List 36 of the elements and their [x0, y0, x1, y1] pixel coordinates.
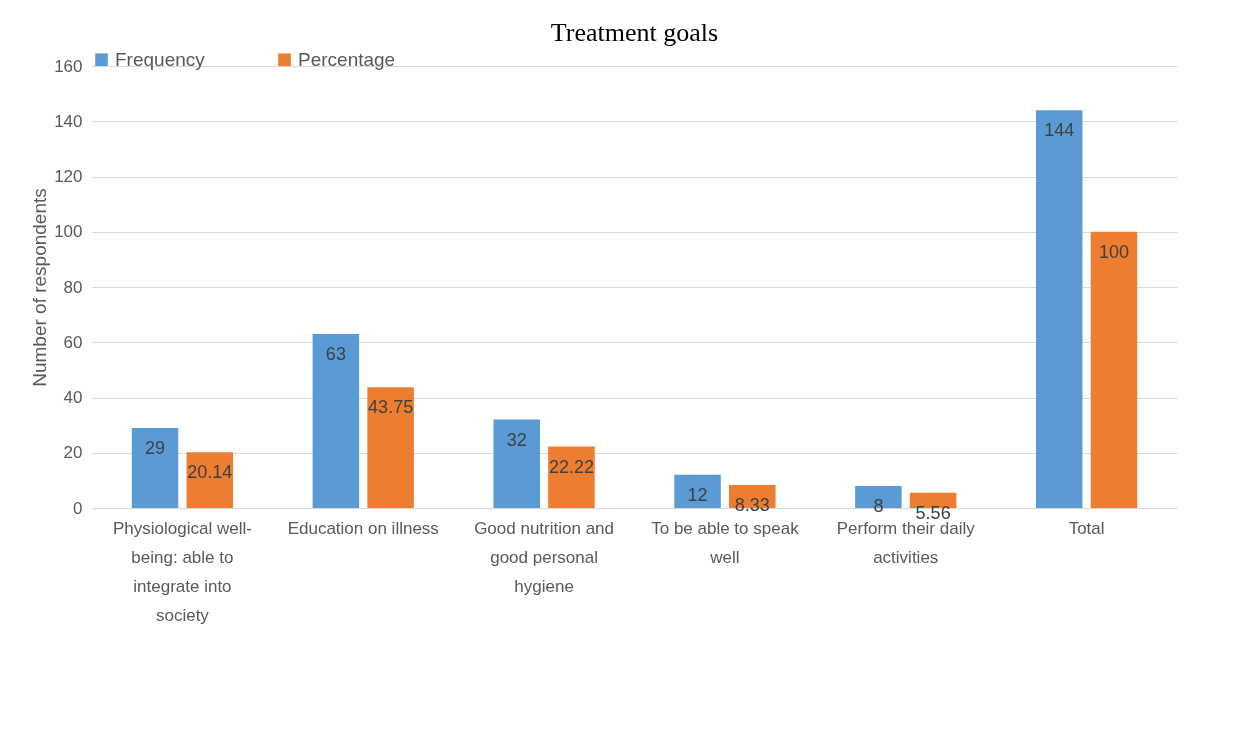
data-label: 144 [1044, 120, 1075, 141]
y-tick-label: 0 [73, 498, 83, 518]
bar [909, 492, 957, 508]
data-label: 22.22 [548, 456, 594, 477]
chart-title: Treatment goals [550, 18, 719, 47]
y-tick-label: 140 [54, 111, 83, 131]
x-tick-label: To be able to speak well [651, 518, 800, 567]
y-tick-label: 80 [63, 277, 83, 297]
data-label: 32 [506, 429, 527, 450]
y-tick-label: 40 [63, 388, 83, 407]
data-label: 12 [687, 484, 708, 505]
data-label: 43.75 [368, 397, 414, 418]
legend-label: Frequency [115, 48, 206, 70]
data-label: 20.14 [187, 462, 233, 483]
bar [674, 474, 721, 508]
y-tick-label: 160 [54, 56, 83, 76]
y-tick-label: 20 [63, 443, 83, 463]
x-tick-label: Total [1068, 518, 1105, 538]
data-label: 29 [145, 437, 166, 458]
y-axis-title: Number of respondents [29, 188, 51, 387]
x-tick-label: Physiological well-being: able to integrate into society [112, 518, 252, 625]
legend-label: Percentage [298, 48, 396, 70]
y-tick-label: 100 [54, 222, 83, 242]
data-label: 100 [1098, 241, 1129, 262]
data-label: 63 [325, 343, 346, 364]
bar [367, 387, 414, 508]
bar [1035, 110, 1083, 508]
bar [493, 419, 540, 508]
x-tick-label: Education on illness [287, 518, 439, 538]
y-tick-label: 60 [63, 332, 83, 352]
bar [131, 427, 179, 508]
bar [312, 333, 360, 508]
bar [1090, 231, 1138, 508]
x-tick-label: Good nutrition and good personal hygiene [474, 518, 615, 596]
bar [548, 446, 595, 508]
y-tick-label: 120 [54, 167, 83, 186]
